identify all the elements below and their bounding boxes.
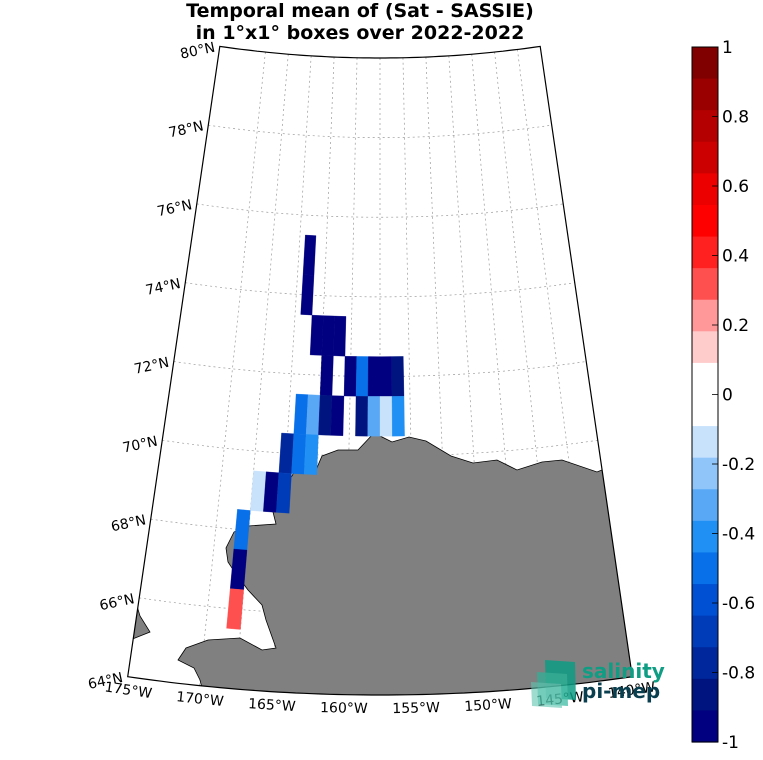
parallel-line xyxy=(185,282,575,298)
colorbar-tick-label: -0.4 xyxy=(722,525,755,545)
salinity-cell xyxy=(355,396,369,437)
logo-text-pi-mep: pi-mep xyxy=(582,679,660,703)
latitude-label: 72°N xyxy=(133,355,171,378)
salinity-cell xyxy=(367,396,381,437)
latitude-labels: 80°N 78°N 76°N 74°N 72°N 70°N 68°N 66°N 64°N xyxy=(87,40,217,693)
salinity-cell xyxy=(343,356,357,397)
colorbar-swatch xyxy=(692,489,718,522)
salinity-cell xyxy=(318,395,333,436)
title-line-2: in 1°x1° boxes over 2022-2022 xyxy=(195,22,525,44)
colorbar-swatch xyxy=(692,299,718,332)
salinity-cell xyxy=(321,315,335,356)
salinity-cell xyxy=(367,356,381,397)
colorbar-swatch xyxy=(692,678,718,712)
parallel-line xyxy=(196,203,564,218)
colorbar-swatch xyxy=(692,552,718,585)
colorbar-swatch xyxy=(692,141,718,174)
colorbar-tick-label: -0.8 xyxy=(722,664,755,684)
title-line-1: Temporal mean of (Sat - SASSIE) xyxy=(186,0,534,22)
logo-mark xyxy=(531,660,576,708)
meridian-line xyxy=(199,52,266,686)
salinity-cell xyxy=(319,355,334,396)
colorbar-tick-label: 0.6 xyxy=(722,177,749,197)
salinity-cell xyxy=(333,315,347,357)
longitude-label: 150°W xyxy=(464,696,513,715)
colorbar-swatch xyxy=(692,520,718,554)
salinity-cell xyxy=(291,433,307,475)
colorbar-swatch xyxy=(692,236,718,269)
salinity-cell xyxy=(355,356,369,397)
salinity-pi-mep-logo: salinity pi-mep xyxy=(531,659,665,708)
colorbar-tick-label: 0.2 xyxy=(722,316,749,336)
colorbar-tick-label: -1 xyxy=(722,733,739,753)
longitude-label: 165°W xyxy=(248,696,297,715)
latitude-label: 76°N xyxy=(156,197,194,220)
latitude-label: 80°N xyxy=(179,40,217,63)
colorbar-swatch xyxy=(692,173,718,206)
map-title: Temporal mean of (Sat - SASSIE) in 1°x1°… xyxy=(0,0,720,44)
salinity-cell xyxy=(309,314,324,356)
colorbar-swatch xyxy=(692,647,718,680)
salinity-cell xyxy=(391,356,405,397)
colorbar-tick-label: -0.6 xyxy=(722,594,755,614)
salinity-cell xyxy=(293,393,309,435)
longitude-label: 160°W xyxy=(320,700,368,717)
latitude-label: 74°N xyxy=(144,276,182,299)
salinity-cell xyxy=(379,396,393,437)
latitude-label: 66°N xyxy=(98,591,136,614)
salinity-cell xyxy=(302,234,317,276)
colorbar-swatch xyxy=(692,362,718,396)
colorbar-swatches xyxy=(692,47,718,743)
colorbar-swatch xyxy=(692,204,718,238)
longitude-label: 170°W xyxy=(175,689,224,710)
salinity-cell xyxy=(278,432,294,474)
longitude-label: 140°W xyxy=(607,679,657,702)
colorbar-tick-label: 1 xyxy=(722,38,733,58)
salinity-cell xyxy=(305,394,321,436)
salinity-cell xyxy=(303,434,319,475)
salinity-cell xyxy=(226,588,244,630)
colorbar-swatch xyxy=(692,331,718,364)
latitude-label: 70°N xyxy=(121,434,159,457)
colorbar: 1 0.8 0.6 0.4 0.2 0 -0.2 -0.4 -0.6 -0.8 -1 xyxy=(691,38,755,753)
colorbar-swatch xyxy=(692,268,718,301)
salinity-cells xyxy=(226,234,405,630)
colorbar-swatch xyxy=(692,457,718,490)
longitude-label: 175°W xyxy=(104,679,154,702)
colorbar-swatch xyxy=(692,47,718,80)
chukotka-land xyxy=(127,552,151,693)
longitude-label: 155°W xyxy=(392,700,440,717)
map-frame xyxy=(127,45,633,696)
colorbar-swatch xyxy=(692,426,718,459)
colorbar-swatch xyxy=(692,710,718,743)
salinity-cell xyxy=(379,356,393,397)
colorbar-tick-labels: 1 0.8 0.6 0.4 0.2 0 -0.2 -0.4 -0.6 -0.8 -1 xyxy=(712,38,755,753)
latitude-label: 64°N xyxy=(87,670,125,693)
salinity-cell xyxy=(391,396,405,437)
colorbar-swatch xyxy=(692,78,718,111)
colorbar-tick-label: -0.2 xyxy=(722,455,755,475)
salinity-cell xyxy=(276,472,292,514)
logo-text-salinity: salinity xyxy=(582,659,665,683)
salinity-cell xyxy=(330,395,345,436)
colorbar-swatch xyxy=(692,110,718,143)
colorbar-swatch xyxy=(692,615,718,648)
colorbar-tick-label: 0.8 xyxy=(722,108,749,128)
colorbar-swatch xyxy=(692,394,718,427)
colorbar-swatch xyxy=(692,584,718,617)
latitude-label: 68°N xyxy=(110,512,148,535)
colorbar-tick-label: 0.4 xyxy=(722,247,749,267)
parallel-line xyxy=(208,124,552,138)
latitude-label: 78°N xyxy=(167,118,205,141)
salinity-cell xyxy=(300,274,315,316)
colorbar-tick-label: 0 xyxy=(722,386,733,406)
